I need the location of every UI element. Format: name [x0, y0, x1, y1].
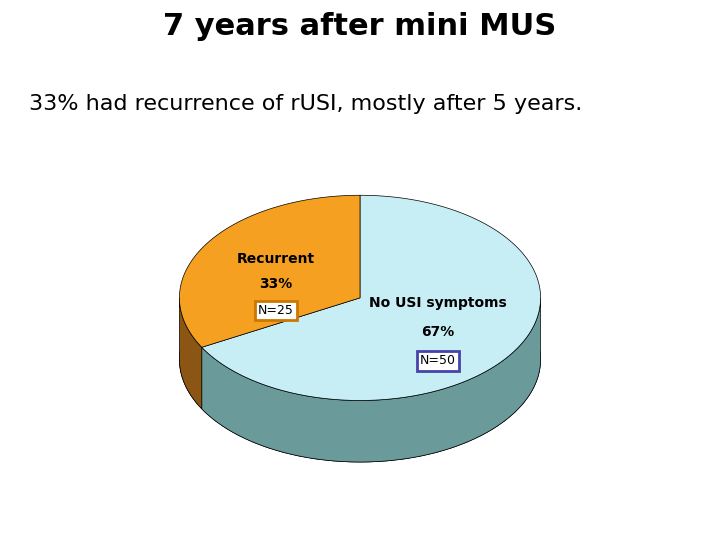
Polygon shape	[202, 299, 541, 462]
Polygon shape	[202, 195, 541, 401]
Text: 33%: 33%	[259, 277, 293, 291]
Text: 67%: 67%	[421, 325, 454, 339]
Text: N=25: N=25	[258, 304, 294, 317]
Text: 7 years after mini MUS: 7 years after mini MUS	[163, 12, 557, 41]
Polygon shape	[179, 195, 360, 347]
Ellipse shape	[179, 257, 541, 462]
Polygon shape	[179, 298, 202, 409]
Text: N=50: N=50	[420, 354, 456, 367]
Text: No USI symptoms: No USI symptoms	[369, 296, 507, 310]
Text: 33% had recurrence of rUSI, mostly after 5 years.: 33% had recurrence of rUSI, mostly after…	[29, 94, 582, 114]
Text: Recurrent: Recurrent	[237, 252, 315, 266]
